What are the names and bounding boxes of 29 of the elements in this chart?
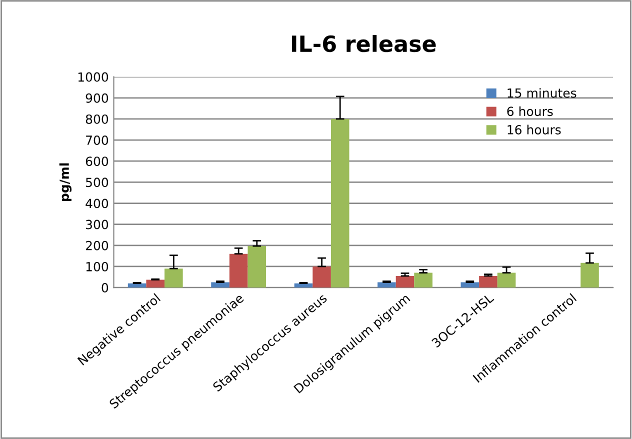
- legend-label: 15 minutes: [508, 88, 576, 98]
- bar: [146, 280, 165, 288]
- y-tick-label: 500: [86, 178, 108, 188]
- bar: [396, 276, 414, 288]
- bar: [164, 268, 183, 288]
- bar: [330, 118, 350, 288]
- y-tick-label: 0: [102, 283, 108, 292]
- bar: [414, 272, 432, 288]
- bar: [580, 262, 599, 288]
- y-tick-label: 100: [86, 262, 108, 272]
- bar: [497, 272, 516, 288]
- y-tick-label: 1000: [78, 72, 108, 82]
- y-tick-label: 600: [86, 156, 108, 166]
- bar: [211, 282, 230, 288]
- bar: [312, 266, 331, 288]
- y-tick-label: 200: [86, 240, 108, 250]
- bar: [378, 282, 396, 288]
- bar: [248, 246, 266, 288]
- y-axis-title: pg/ml: [59, 163, 72, 202]
- chart-title: IL-6 release: [292, 34, 436, 52]
- y-tick-label: 400: [86, 198, 108, 208]
- y-tick-label: 300: [86, 220, 108, 230]
- legend-label: 16 hours: [508, 124, 561, 134]
- bar: [479, 276, 498, 288]
- legend-label: 6 hours: [507, 106, 553, 116]
- y-tick-label: 800: [86, 114, 108, 124]
- y-tick-label: 700: [86, 136, 108, 145]
- bar: [229, 254, 248, 288]
- y-tick-label: 900: [86, 93, 108, 103]
